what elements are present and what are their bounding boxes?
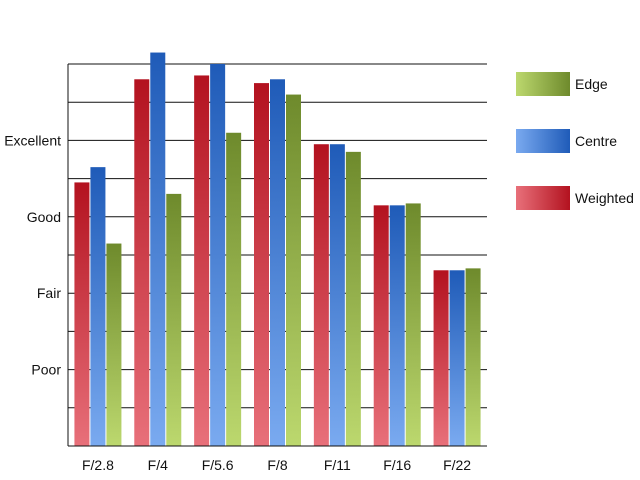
legend-label-edge: Edge bbox=[575, 76, 608, 92]
bars bbox=[74, 52, 481, 447]
x-tick-label: F/4 bbox=[148, 457, 168, 473]
x-tick-labels: F/2.8 F/4 F/5.6 F/8 F/11 F/16 F/22 bbox=[82, 457, 471, 473]
bar-edge-f22 bbox=[465, 268, 481, 446]
y-tick-label: Good bbox=[27, 209, 61, 225]
bar-edge-f16 bbox=[405, 203, 421, 446]
bar-weighted-f22 bbox=[433, 270, 449, 446]
x-tick-label: F/8 bbox=[267, 457, 287, 473]
bar-weighted-f16 bbox=[373, 205, 389, 446]
bar-weighted-f28 bbox=[74, 182, 90, 447]
x-tick-label: F/2.8 bbox=[82, 457, 114, 473]
bar-centre-f4 bbox=[150, 52, 166, 446]
x-tick-label: F/11 bbox=[324, 457, 351, 473]
bar-edge-f8 bbox=[286, 94, 301, 446]
bar-weighted-f11 bbox=[313, 144, 329, 446]
bar-centre-f56 bbox=[210, 64, 226, 446]
legend-swatch-weighted bbox=[516, 186, 570, 210]
bar-centre-f16 bbox=[389, 205, 405, 446]
y-tick-label: Excellent bbox=[4, 132, 61, 148]
x-tick-label: F/5.6 bbox=[202, 457, 234, 473]
bar-weighted-f8 bbox=[254, 83, 269, 446]
legend-swatch-edge bbox=[516, 72, 570, 96]
bar-centre-f11 bbox=[329, 144, 345, 446]
bar-centre-f8 bbox=[270, 79, 285, 446]
bar-centre-f28 bbox=[90, 167, 106, 446]
bar-centre-f22 bbox=[449, 270, 465, 446]
legend-label-weighted: Weighted bbox=[575, 190, 634, 206]
y-tick-label: Poor bbox=[31, 362, 61, 378]
legend-swatch-centre bbox=[516, 129, 570, 153]
legend-label-centre: Centre bbox=[575, 133, 617, 149]
axes bbox=[67, 64, 487, 447]
bar-weighted-f4 bbox=[134, 79, 150, 446]
bar-weighted-f56 bbox=[194, 75, 210, 447]
legend: Edge Centre Weighted bbox=[516, 72, 634, 210]
y-tick-labels: Poor Fair Good Excellent bbox=[4, 132, 61, 377]
x-tick-label: F/22 bbox=[443, 457, 471, 473]
y-tick-label: Fair bbox=[37, 285, 61, 301]
x-tick-label: F/16 bbox=[383, 457, 411, 473]
bar-edge-f56 bbox=[226, 132, 242, 446]
bar-edge-f4 bbox=[166, 193, 182, 446]
bar-edge-f28 bbox=[106, 243, 122, 446]
bar-edge-f11 bbox=[345, 151, 361, 447]
